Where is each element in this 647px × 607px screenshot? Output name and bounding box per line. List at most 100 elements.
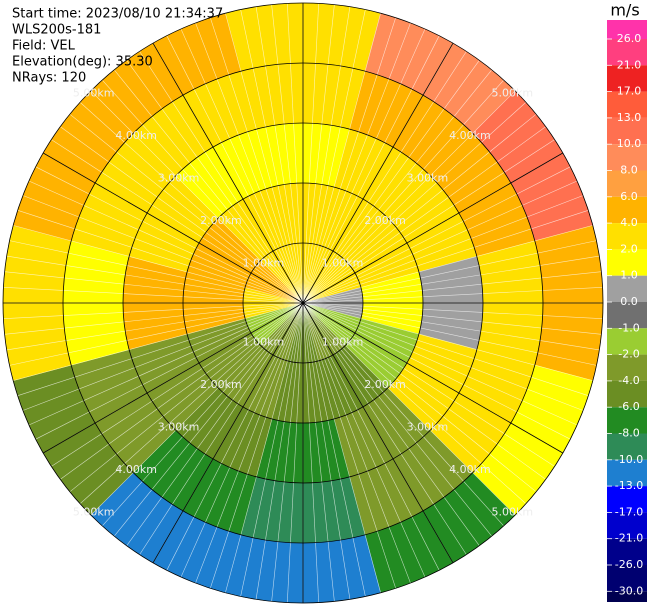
range-ring (122, 122, 484, 484)
ray-line (102, 302, 304, 527)
ray-line (302, 302, 584, 411)
ray-line (79, 102, 304, 304)
ray-line (302, 225, 593, 304)
ray-line (139, 302, 304, 555)
ray-line (302, 302, 546, 480)
ray-line (302, 302, 555, 467)
ray-line (255, 302, 304, 600)
colorbar-segment (607, 302, 647, 329)
ray-line (302, 4, 335, 304)
ray-line (195, 22, 304, 304)
range-ring-label: 3.00km (407, 420, 449, 433)
range-ring-label: 4.00km (449, 463, 491, 476)
header-line: Start time: 2023/08/10 21:34:37 (12, 7, 223, 22)
ray-line (302, 22, 411, 304)
ray-line (302, 302, 537, 493)
header-line: Field: VEL (12, 39, 76, 54)
ray-line (3, 302, 304, 320)
ray-line (302, 302, 381, 593)
ray-line (126, 302, 304, 546)
range-ring-label: 1.00km (243, 256, 285, 269)
ray-line (271, 302, 304, 602)
ray-line (302, 60, 480, 304)
ray-line (166, 35, 304, 304)
colorbar-segment (607, 328, 647, 355)
ray-line (3, 286, 304, 304)
ray-line (302, 302, 597, 366)
ray-line (302, 302, 351, 600)
colorbar-label: 0.0 (620, 295, 638, 308)
ray-line (286, 302, 304, 603)
range-ring-label: 4.00km (115, 463, 157, 476)
ray-line (180, 302, 304, 578)
ray-line (302, 166, 571, 304)
ray-line (302, 302, 480, 546)
colorbar-label: 4.0 (620, 216, 638, 229)
colorbar-label: -4.0 (618, 374, 639, 387)
ray-line (51, 302, 304, 467)
colorbar-label: 2.0 (620, 242, 638, 255)
ray-line (302, 302, 426, 578)
ray-line (302, 13, 381, 304)
ray-line (22, 195, 304, 304)
ray-line (28, 180, 304, 304)
ray-line (302, 302, 467, 555)
spoke (42, 152, 304, 304)
ray-line (13, 225, 304, 304)
colorbar-segment (607, 91, 647, 118)
ray-line (302, 302, 493, 537)
colorbar-segment (607, 459, 647, 487)
ray-line (302, 90, 516, 304)
ray-line (255, 6, 304, 304)
colorbar-segment (607, 354, 647, 381)
spoke (302, 302, 564, 454)
ray-line (225, 302, 304, 593)
ray-line (302, 302, 571, 440)
colorbar-segment (607, 380, 647, 408)
ray-line (195, 302, 304, 584)
ray-line (180, 28, 304, 304)
ray-line (302, 302, 504, 527)
range-ring-label: 1.00km (243, 336, 285, 349)
ray-line (4, 271, 304, 304)
ray-line (302, 210, 589, 304)
ray-line (302, 302, 578, 426)
ray-line (302, 302, 603, 320)
ray-line (302, 35, 440, 304)
header-line: WLS200s-181 (12, 23, 101, 38)
range-ring-label: 3.00km (158, 172, 200, 185)
range-ring-label: 3.00km (407, 172, 449, 185)
ray-line (302, 302, 516, 516)
ray-line (113, 69, 304, 304)
colorbar-label: -6.0 (618, 400, 639, 413)
ray-line (302, 302, 366, 597)
range-ring-label: 1.00km (322, 336, 364, 349)
colorbar-segment (607, 407, 647, 434)
colorbar-label: -8.0 (618, 427, 639, 440)
colorbar-label: 8.0 (620, 164, 638, 177)
colorbar-label: -26.0 (615, 558, 643, 571)
colorbar-segment (607, 275, 647, 302)
colorbar-segment (607, 512, 647, 539)
colorbar-segment (607, 538, 647, 565)
ray-line (79, 302, 304, 504)
colorbar-segment (607, 117, 647, 145)
ray-line (60, 302, 304, 480)
colorbar-segment (607, 223, 647, 250)
header-line: Elevation(deg): 35.30 (12, 55, 153, 70)
ray-line (302, 126, 546, 304)
colorbar-segment (607, 65, 647, 92)
colorbar-segment (607, 20, 647, 39)
colorbar-label: 6.0 (620, 190, 638, 203)
colorbar-label: 13.0 (617, 111, 642, 124)
ray-line (240, 302, 304, 597)
ray-line (210, 17, 304, 304)
ray-line (302, 17, 396, 304)
ray-line (90, 302, 304, 516)
ray-line (302, 302, 589, 396)
ray-line (69, 302, 304, 493)
colorbar-segment (607, 39, 647, 66)
ray-line (302, 302, 602, 335)
ray-line (35, 166, 304, 304)
colorbar-label: -2.0 (618, 348, 639, 361)
